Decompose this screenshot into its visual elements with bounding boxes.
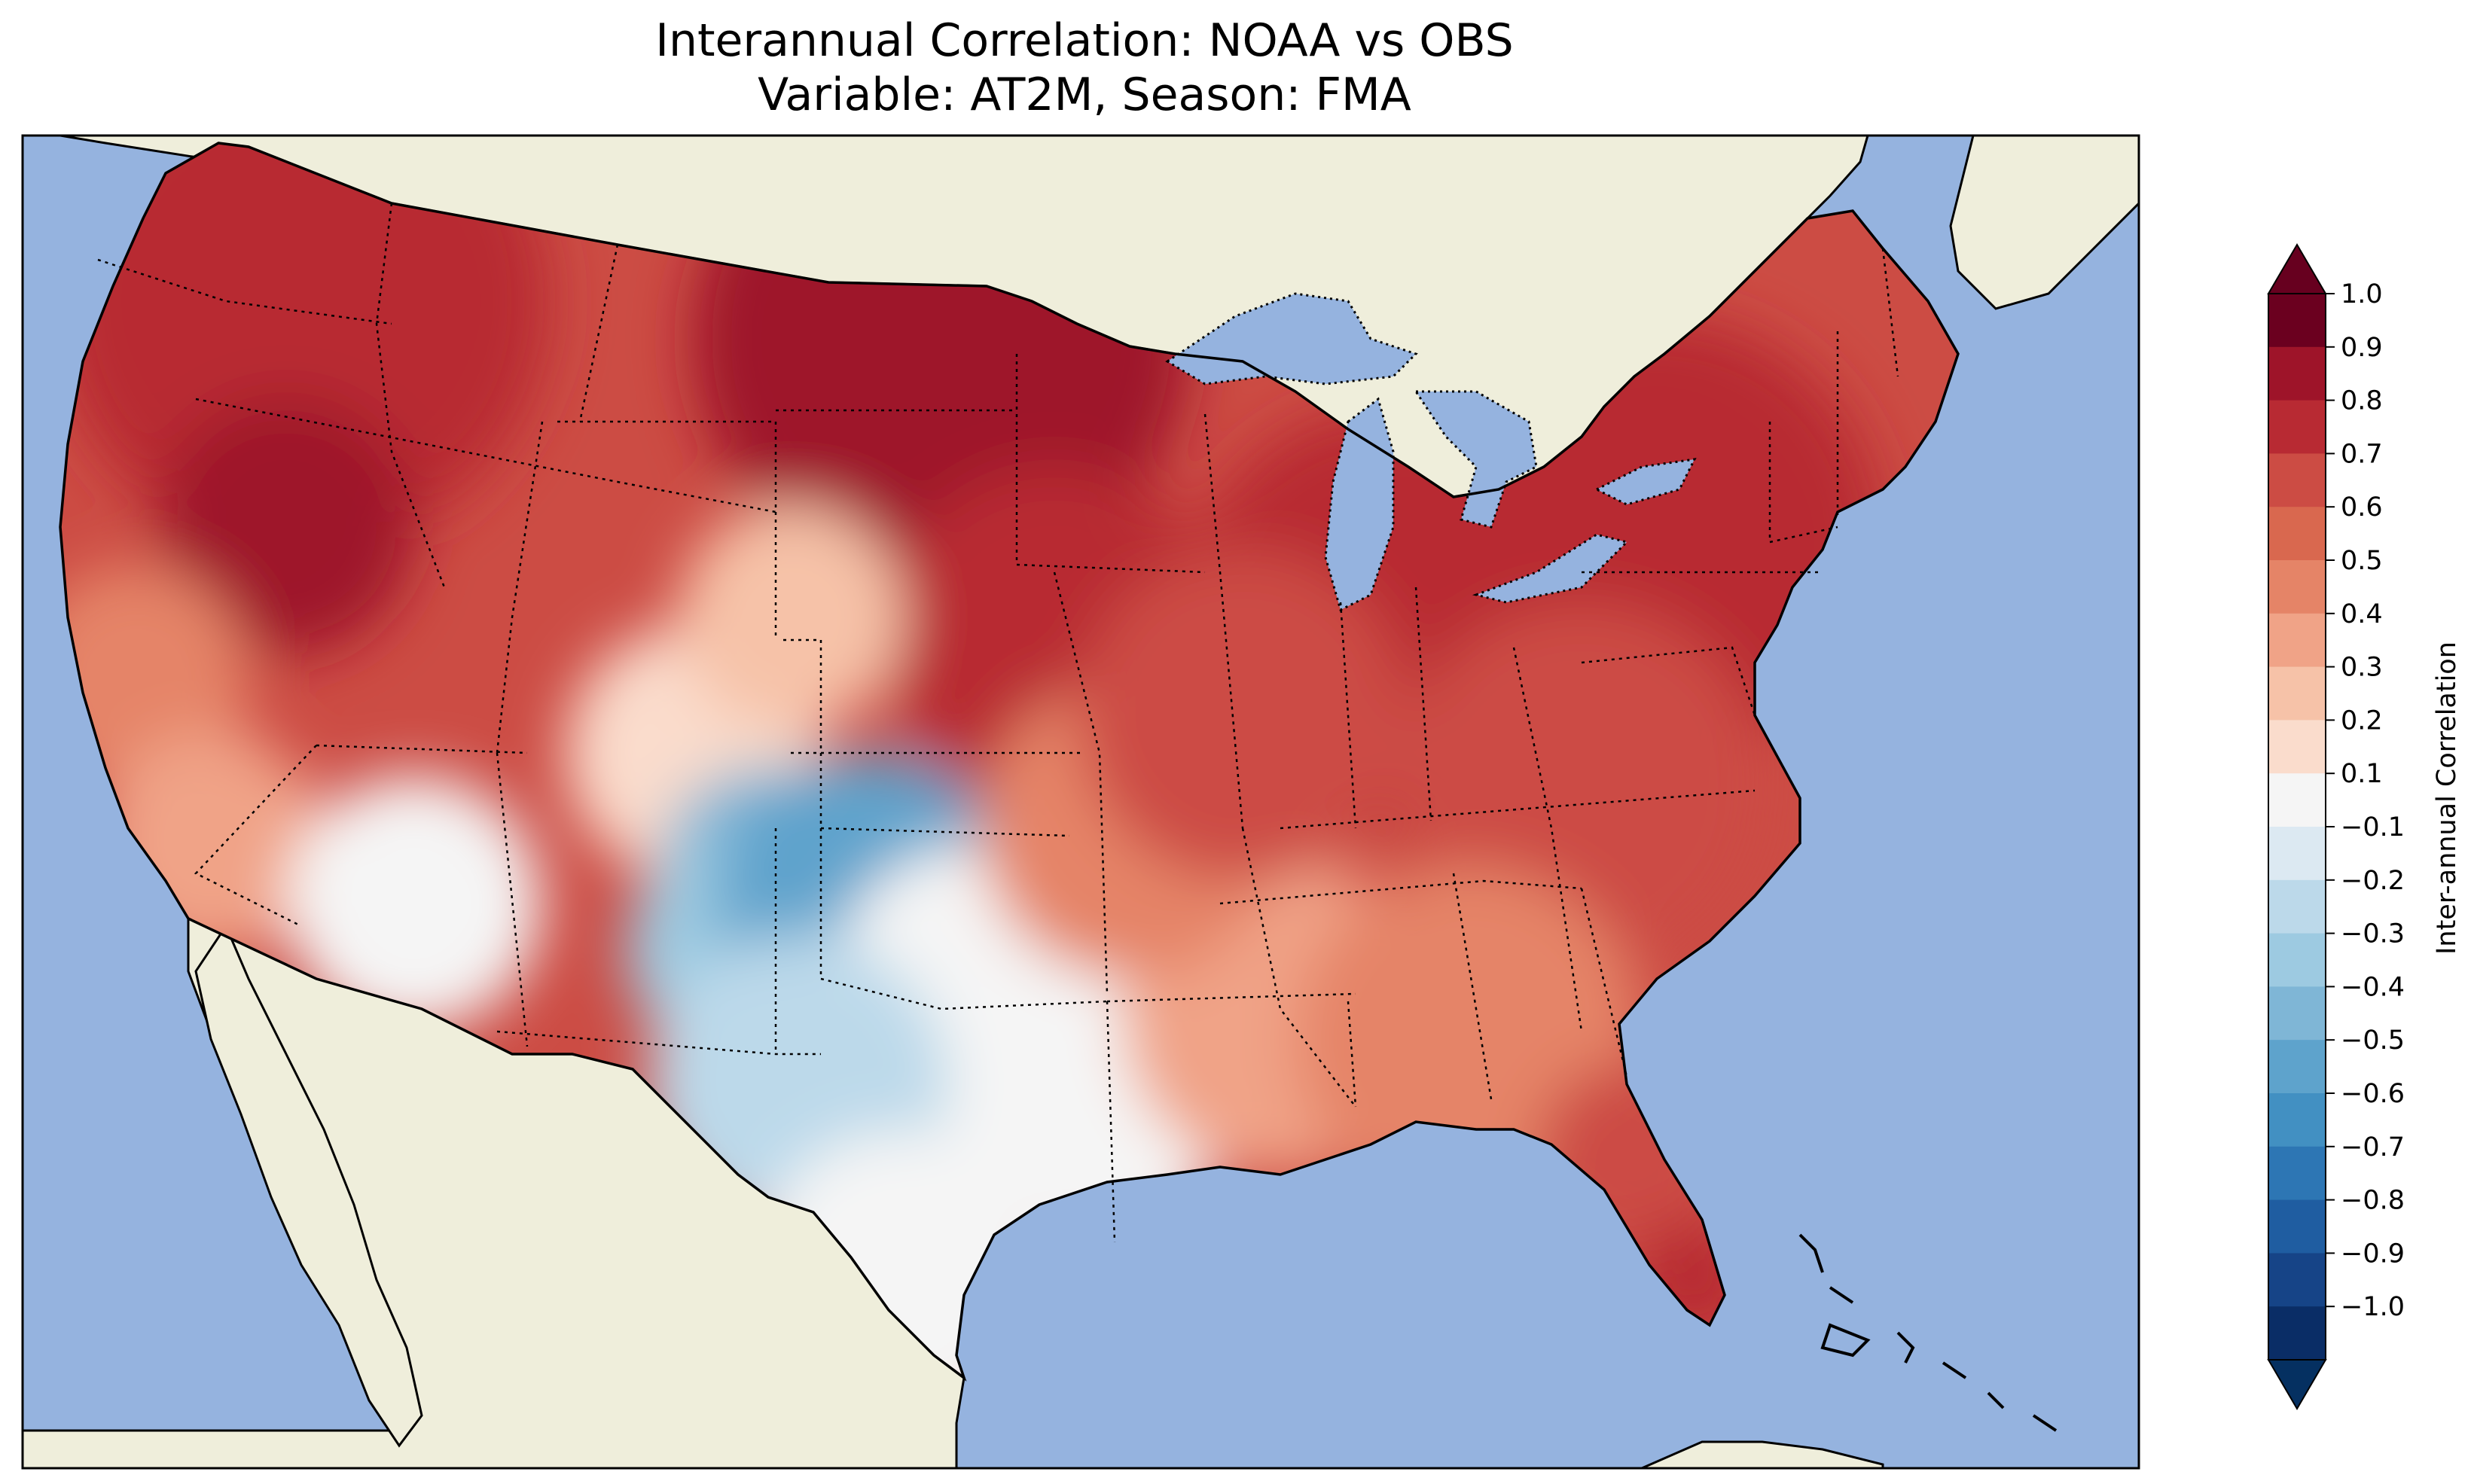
colorbar-label: Inter-annual Correlation (2432, 641, 2462, 955)
colorbar-band (2268, 1040, 2326, 1094)
colorbar-band (2268, 1093, 2326, 1147)
colorbar-band (2268, 294, 2326, 348)
colorbar-tick-label: 0.6 (2341, 492, 2383, 523)
colorbar-tick-label: 0.9 (2341, 333, 2383, 363)
colorbar-band (2268, 453, 2326, 507)
colorbar-tick-label: −0.6 (2341, 1079, 2405, 1109)
colorbar-extend-min (2267, 1359, 2327, 1410)
colorbar-band (2268, 400, 2326, 454)
cuba (1641, 1440, 1884, 1468)
colorbar-band (2268, 1253, 2326, 1307)
colorbar-band (2268, 346, 2326, 401)
canada-east (1949, 136, 2139, 310)
colorbar-band (2268, 827, 2326, 881)
colorbar-tick-label: 0.2 (2341, 705, 2383, 736)
chart-title-line2: Variable: AT2M, Season: FMA (758, 69, 1411, 121)
colorbar-band (2268, 507, 2326, 561)
colorbar-tick-label: 0.8 (2341, 386, 2383, 416)
colorbar-tick-label: 0.5 (2341, 546, 2383, 576)
colorbar-tick-label: −1.0 (2341, 1292, 2405, 1322)
colorbar-tick-label: −0.4 (2341, 972, 2405, 1002)
map-frame (21, 134, 2140, 1470)
conus-coastline (59, 142, 1960, 1382)
colorbar-band (2268, 933, 2326, 987)
colorbar-tick-label: 0.1 (2341, 759, 2383, 789)
colorbar-band (2268, 613, 2326, 668)
bahamas (1798, 1233, 2058, 1432)
colorbar-tick-label: −0.2 (2341, 866, 2405, 896)
baja-california (194, 923, 423, 1448)
colorbar-band (2268, 560, 2326, 614)
colorbar-band (2268, 1199, 2326, 1254)
colorbar-band (2268, 879, 2326, 934)
colorbar-tick-label: −0.5 (2341, 1025, 2405, 1056)
great-lakes (1165, 292, 1697, 612)
colorbar-tick-label: −0.1 (2341, 812, 2405, 843)
colorbar-band (2268, 773, 2326, 827)
colorbar-band (2268, 1306, 2326, 1361)
colorbar-tick-label: −0.3 (2341, 919, 2405, 949)
chart-title-line1: Interannual Correlation: NOAA vs OBS (655, 14, 1514, 67)
colorbar-tick-label: 0.3 (2341, 653, 2383, 683)
colorbar-tick-label: 1.0 (2341, 279, 2383, 309)
colorbar-tick-label: −0.9 (2341, 1239, 2405, 1269)
colorbar-tick-label: 0.7 (2341, 439, 2383, 469)
colorbar-band (2268, 986, 2326, 1041)
colorbar-band (2268, 666, 2326, 721)
colorbar-tick-label: −0.7 (2341, 1132, 2405, 1163)
colorbar-band (2268, 720, 2326, 774)
colorbar-tick-label: −0.8 (2341, 1186, 2405, 1216)
state-borders (97, 203, 1899, 1243)
colorbar-extend-max (2267, 243, 2327, 294)
colorbar-band (2268, 1146, 2326, 1201)
colorbar-tick-label: 0.4 (2341, 599, 2383, 629)
